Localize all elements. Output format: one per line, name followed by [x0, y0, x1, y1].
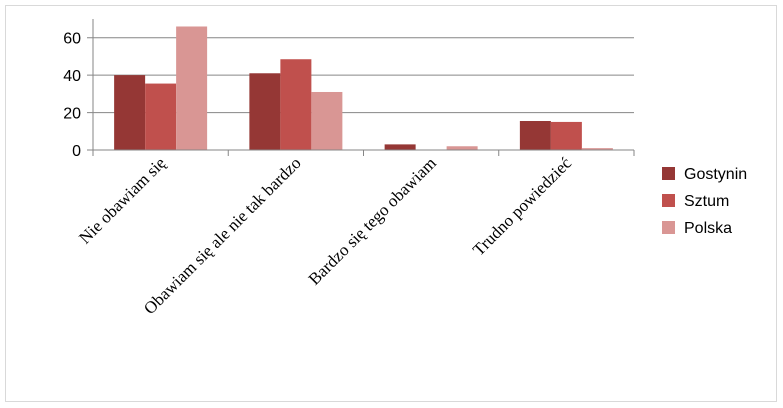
legend-swatch	[662, 221, 675, 234]
x-axis	[92, 149, 635, 156]
bar	[581, 148, 613, 150]
bar	[280, 59, 312, 150]
bar	[519, 120, 551, 150]
legend-label: Sztum	[684, 193, 729, 210]
legend-label: Polska	[684, 220, 732, 237]
bar	[145, 83, 177, 150]
legend-swatch	[662, 167, 675, 180]
legend-label: Gostynin	[684, 166, 747, 183]
bar	[384, 144, 416, 150]
bar	[249, 73, 281, 150]
bar	[446, 146, 478, 150]
category-label: Nie obawiam się	[75, 153, 169, 247]
category-label: Obawiam się ale nie tak bardzo	[140, 153, 305, 318]
y-tick-label: 60	[63, 31, 81, 48]
bar	[311, 91, 343, 150]
bar	[176, 26, 208, 150]
y-tick-label: 40	[63, 68, 81, 85]
y-tick-label: 20	[63, 106, 81, 123]
bar	[550, 121, 582, 150]
y-axis-ticks: 0 20 40 60	[63, 31, 81, 160]
category-label: Trudno powiedzieć	[469, 153, 575, 259]
bars	[114, 26, 613, 150]
legend: Gostynin Sztum Polska	[662, 166, 747, 237]
legend-swatch	[662, 194, 675, 207]
category-label: Bardzo się tego obawiam	[305, 153, 440, 288]
bar	[114, 75, 146, 150]
y-tick-label: 0	[72, 143, 81, 160]
chart-frame	[5, 5, 777, 402]
